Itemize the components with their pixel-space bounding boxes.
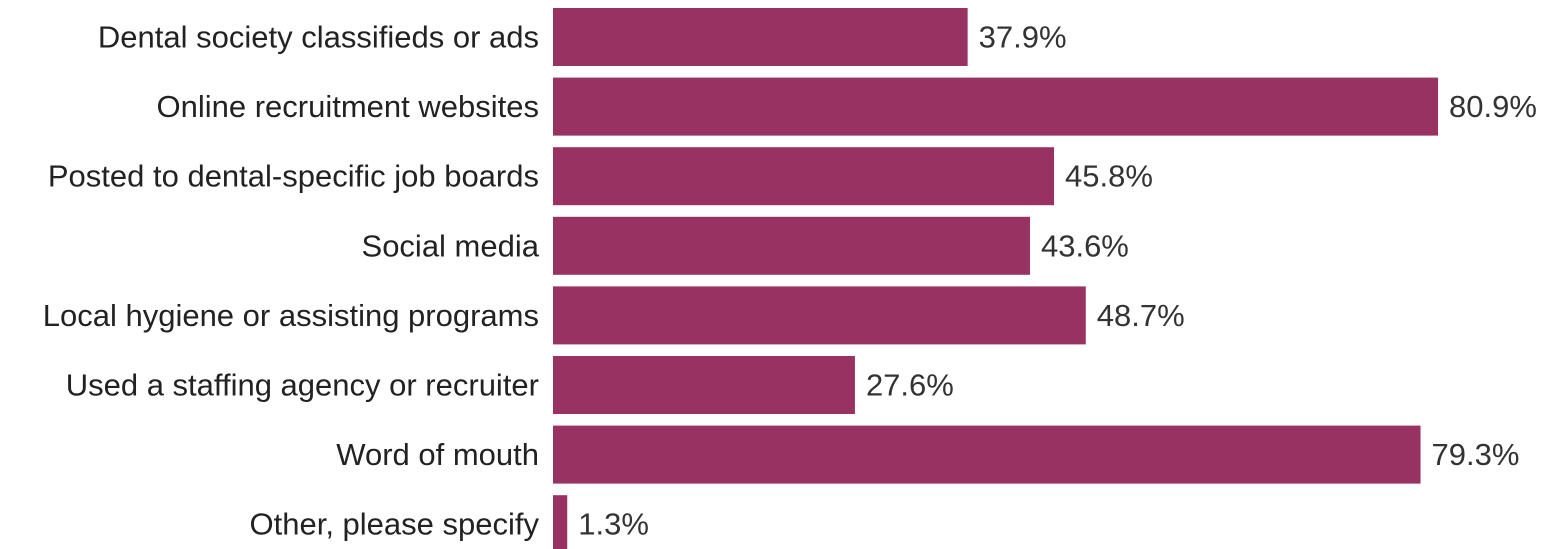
value-label: 79.3% (1432, 437, 1520, 472)
bar (553, 425, 1421, 484)
value-label: 48.7% (1097, 298, 1185, 333)
bar (553, 495, 568, 549)
value-label: 37.9% (979, 20, 1067, 55)
bar (553, 356, 855, 414)
bar-row: Posted to dental-specific job boards 45.8… (48, 147, 1153, 206)
value-label: 27.6% (866, 368, 954, 403)
bar (553, 77, 1439, 136)
category-label: Other, please specify (250, 507, 540, 542)
value-label: 80.9% (1449, 89, 1537, 124)
bar-row: Online recruitment websites 80.9% (157, 77, 1537, 136)
bar-row: Used a staffing agency or recruiter 27.6% (66, 356, 954, 414)
category-label: Social media (362, 228, 540, 263)
category-label: Local hygiene or assisting programs (43, 298, 539, 333)
bar (553, 216, 1030, 275)
bar (553, 8, 968, 66)
bar-row: Dental society classifieds or ads 37.9% (98, 8, 1067, 66)
bar (553, 147, 1055, 206)
value-label: 45.8% (1065, 159, 1153, 194)
category-label: Online recruitment websites (157, 89, 540, 124)
bar-row: Other, please specify 1.3% (250, 495, 649, 549)
category-label: Posted to dental-specific job boards (48, 159, 539, 194)
category-label: Used a staffing agency or recruiter (66, 368, 539, 403)
category-label: Word of mouth (336, 437, 539, 472)
bar-row: Local hygiene or assisting programs 48.7% (43, 286, 1185, 345)
value-label: 43.6% (1041, 228, 1129, 263)
value-label: 1.3% (578, 507, 649, 542)
bar-row: Social media 43.6% (362, 216, 1129, 275)
bar-row: Word of mouth 79.3% (336, 425, 1520, 484)
bar (553, 286, 1086, 345)
category-label: Dental society classifieds or ads (98, 20, 539, 55)
